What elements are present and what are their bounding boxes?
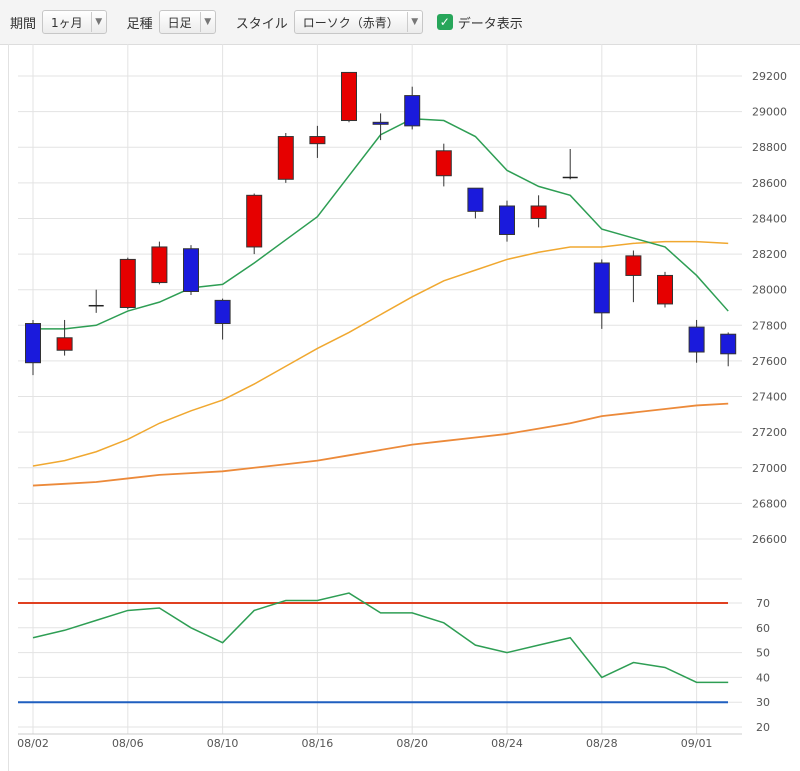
bar-type-label: 足種 — [126, 16, 153, 32]
candle-down — [499, 205, 515, 235]
toolbar: 期間 1ヶ月 ▼ 足種 日足 ▼ スタイル ローソク（赤青） ▼ ✓ データ表示 — [0, 0, 800, 45]
candle-up — [530, 205, 547, 219]
style-select[interactable]: ローソク（赤青） ▼ — [293, 10, 423, 34]
rsi-y-tick-label: 50 — [756, 647, 770, 660]
x-tick-label: 08/28 — [586, 737, 618, 750]
y-tick-label: 27800 — [752, 319, 787, 332]
candle-down — [372, 121, 389, 125]
chevron-down-icon: ▼ — [90, 12, 106, 32]
x-tick-label: 08/24 — [491, 737, 523, 750]
candle-up — [341, 71, 357, 122]
chevron-down-icon: ▼ — [199, 12, 215, 32]
chart-frame — [8, 44, 800, 771]
candle-up — [625, 255, 642, 276]
candle-down — [688, 326, 705, 353]
y-tick-label: 27400 — [752, 391, 787, 404]
data-display-label: データ表示 — [457, 16, 523, 32]
y-tick-label: 28600 — [752, 177, 787, 190]
rsi-y-tick-label: 40 — [756, 671, 770, 684]
candle-down — [404, 95, 421, 127]
candle-down — [593, 262, 610, 314]
data-display-checkbox[interactable]: ✓ — [436, 14, 453, 30]
y-tick-label: 29200 — [752, 70, 787, 83]
style-label: スタイル — [235, 16, 288, 32]
checkmark-icon: ✓ — [439, 15, 450, 29]
candle-down — [25, 323, 41, 364]
candle-down — [214, 299, 231, 325]
candle-up — [657, 274, 673, 305]
rsi-y-tick-label: 60 — [756, 622, 770, 635]
x-tick-label: 08/06 — [112, 737, 144, 750]
candle-up — [56, 337, 73, 351]
y-tick-label: 26800 — [752, 497, 787, 510]
stock-chart[interactable]: 26600 26800 27000 27200 27400 27600 27800 28000… — [0, 44, 800, 771]
period-label: 期間 — [10, 16, 37, 32]
y-tick-label: 28400 — [752, 212, 787, 225]
y-tick-label: 27200 — [752, 426, 787, 439]
chevron-down-icon: ▼ — [406, 12, 422, 32]
candle-down — [183, 248, 199, 292]
period-select-value: 1ヶ月 — [51, 15, 83, 30]
bar-type-select-value: 日足 — [167, 15, 192, 30]
rsi-y-tick-label: 30 — [756, 696, 770, 709]
candle-up — [277, 136, 294, 180]
bar-type-select[interactable]: 日足 ▼ — [158, 10, 216, 34]
style-select-value: ローソク（赤青） — [302, 15, 399, 30]
x-tick-label: 08/16 — [302, 737, 334, 750]
candle-down — [720, 333, 737, 355]
y-tick-label: 27000 — [752, 462, 787, 475]
candle-up — [435, 150, 452, 177]
ma-long-line — [32, 402, 729, 487]
x-tick-label: 08/02 — [17, 737, 49, 750]
rsi-line — [32, 592, 729, 684]
y-tick-label: 26600 — [752, 533, 787, 546]
rsi-y-tick-label: 70 — [756, 597, 770, 610]
y-tick-label: 29000 — [752, 106, 787, 119]
rsi-y-tick-label: 20 — [756, 721, 770, 734]
ma-short-line — [33, 117, 729, 330]
ma-mid-line — [32, 240, 729, 467]
y-tick-label: 28200 — [752, 248, 787, 261]
x-tick-label: 08/10 — [207, 737, 239, 750]
x-tick-label: 09/01 — [681, 737, 713, 750]
candle-down — [467, 187, 484, 212]
candle-up — [119, 258, 136, 309]
y-tick-label: 28800 — [752, 141, 787, 154]
y-tick-label: 27600 — [752, 355, 787, 368]
x-tick-label: 08/20 — [396, 737, 428, 750]
candle-up — [151, 246, 168, 284]
candle-up — [246, 194, 263, 248]
candle-up — [309, 136, 326, 145]
y-tick-label: 28000 — [752, 284, 787, 297]
period-select[interactable]: 1ヶ月 ▼ — [42, 10, 107, 34]
